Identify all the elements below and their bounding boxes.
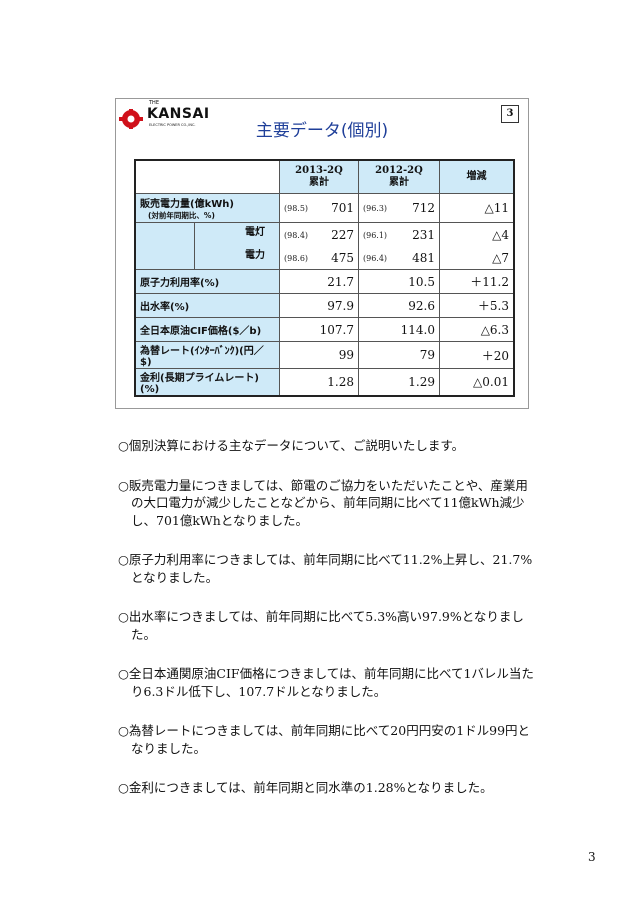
value: 79 [419,348,435,362]
table-row: 金利(長期プライムレート)(%) 1.28 1.29 △0.01 [134,368,515,397]
value: 114.0 [400,322,435,337]
yoy-pct: (98.6) [284,253,309,263]
diff-cell: △11 [439,193,515,223]
body-paragraph: ○出水率につきましては、前年同期に比べて5.3%高い97.9%となりました。 [118,609,524,642]
row-sublabel: (対前年同期比、%) [148,211,215,220]
diff-cell: △0.01 [439,368,515,397]
data-table: 2013-2Q 累計 2012-2Q 累計 増減 販売電力量(億kWh) (対前年… [134,159,515,397]
logo-name: KANSAI [147,106,210,122]
diff-cell: △7 [439,246,515,270]
kansai-logo: THE KANSAI ELECTRIC POWER CO.,INC. [119,101,229,131]
value: 712 [412,201,435,215]
value: 107.7 [319,322,354,337]
row-label: 出水率(%) [134,293,280,318]
yoy-pct: (96.3) [363,204,388,213]
slide-number: 3 [501,105,519,123]
value-cell: 21.7 [279,269,359,294]
header-cell: 増減 [439,159,515,194]
header-empty [134,159,280,194]
value-cell: 107.7 [279,317,359,342]
table-row: 電灯 (98.4) 227 (96.1) 231 △4 [134,222,515,246]
value-cell: (98.5) 701 [279,193,359,223]
row-label: 原子力利用率(%) [134,269,280,294]
row-label: 販売電力量(億kWh) (対前年同期比、%) [134,193,280,223]
value: 21.7 [327,274,354,289]
logo-the: THE [149,100,159,106]
table-header-row: 2013-2Q 累計 2012-2Q 累計 増減 [134,159,515,194]
body-paragraph: ○金利につきましては、前年同期と同水準の1.28%となりました。 [118,780,493,795]
value-cell: (96.1) 231 [358,222,440,246]
value: 10.5 [408,274,435,289]
header-cell: 2012-2Q 累計 [358,159,440,194]
value: 99 [338,348,354,362]
table-row: 原子力利用率(%) 21.7 10.5 ＋11.2 [134,269,515,294]
value: 1.28 [327,375,354,389]
value: 481 [412,250,435,265]
value: 231 [412,227,435,242]
logo-sub: ELECTRIC POWER CO.,INC. [149,123,196,127]
slide: THE KANSAI ELECTRIC POWER CO.,INC. 3 主要デ… [115,98,529,409]
yoy-pct: (96.4) [363,253,388,263]
table-row: 出水率(%) 97.9 92.6 ＋5.3 [134,293,515,318]
diff-cell: △6.3 [439,317,515,342]
row-label: 全日本原油CIF価格($／b) [134,317,280,342]
diff-cell: ＋5.3 [439,293,515,318]
logo-mark-icon [119,109,143,129]
value-cell: 99 [279,341,359,369]
body-paragraph: ○原子力利用率につきましては、前年同期に比べて11.2%上昇し、21.7%となり… [118,552,533,585]
value-cell: 1.29 [358,368,440,397]
value: 475 [331,250,354,265]
value: 97.9 [327,298,354,313]
body-paragraph: ○個別決算における主なデータについて、ご説明いたします。 [118,438,465,453]
row-label-text: 電力 [245,250,265,261]
table-row: 全日本原油CIF価格($／b) 107.7 114.0 △6.3 [134,317,515,342]
body-paragraph: ○全日本通関原油CIF価格につきましては、前年同期に比べて1バレル当たり6.3ド… [118,666,534,699]
diff-cell: ＋20 [439,341,515,369]
yoy-pct: (98.4) [284,230,309,240]
diff-cell: ＋11.2 [439,269,515,294]
header-cell: 2013-2Q 累計 [279,159,359,194]
row-label-text: 販売電力量(億kWh) [140,199,234,210]
body-text: ○個別決算における主なデータについて、ご説明いたします。 ○販売電力量につきまして… [118,437,538,797]
value-cell: (98.4) 227 [279,222,359,246]
value-cell: 114.0 [358,317,440,342]
yoy-pct: (98.5) [284,204,309,213]
diff-cell: △4 [439,222,515,246]
value-cell: (98.6) 475 [279,246,359,270]
table-row: 電力 (98.6) 475 (96.4) 481 △7 [134,246,515,270]
value-cell: (96.3) 712 [358,193,440,223]
value-cell: 10.5 [358,269,440,294]
page-number: 3 [588,850,596,864]
value-cell: 97.9 [279,293,359,318]
table-row: 為替レート(ｲﾝﾀｰﾊﾞﾝｸ)(円／$) 99 79 ＋20 [134,341,515,369]
value-cell: 92.6 [358,293,440,318]
table-row: 販売電力量(億kWh) (対前年同期比、%) (98.5) 701 (96.3) 712 △… [134,193,515,223]
row-label-text: 電灯 [245,227,265,238]
row-label: 為替レート(ｲﾝﾀｰﾊﾞﾝｸ)(円／$) [134,341,280,369]
body-paragraph: ○為替レートにつきましては、前年同期に比べて20円円安の1ドル99円となりました… [118,723,531,756]
slide-title: 主要データ(個別) [255,121,389,141]
row-label: 金利(長期プライムレート)(%) [134,368,280,397]
value: 227 [331,227,354,242]
yoy-pct: (96.1) [363,230,388,240]
value-cell: (96.4) 481 [358,246,440,270]
value-cell: 1.28 [279,368,359,397]
value: 92.6 [408,298,435,313]
body-paragraph: ○販売電力量につきましては、節電のご協力をいただいたことや、産業用の大口電力が減… [118,477,528,528]
value: 1.29 [408,375,435,389]
row-label: 電力 [134,246,280,270]
value: 701 [331,201,354,215]
row-label: 電灯 [134,222,280,246]
value-cell: 79 [358,341,440,369]
